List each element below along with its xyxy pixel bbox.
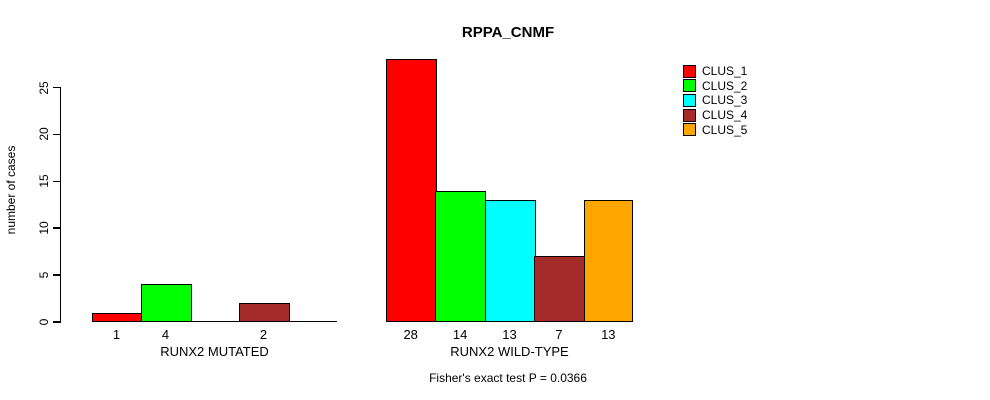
- legend-swatch-clus-1: [683, 64, 696, 78]
- y-tick-label: 10: [37, 221, 51, 235]
- y-tick: [53, 86, 60, 89]
- bar-value-label: 28: [403, 326, 418, 342]
- legend-swatch-clus-4: [683, 108, 696, 122]
- zero-bar-clus-3-runx2-mutated: [190, 320, 239, 322]
- legend-swatch-clus-5: [683, 123, 696, 137]
- legend-label: CLUS_1: [702, 64, 748, 79]
- legend-item-clus-4: CLUS_4: [683, 108, 747, 123]
- legend-swatch-clus-2: [683, 79, 696, 93]
- bar-value-label: 2: [259, 326, 268, 342]
- x-axis-group-label-runx2-mutated: RUNX2 MUTATED: [160, 343, 269, 359]
- bar-clus-4-runx2-wild-type: [534, 256, 586, 322]
- legend-label: CLUS_5: [702, 122, 748, 137]
- bar-clus-3-runx2-wild-type: [484, 200, 536, 322]
- bar-clus-1-runx2-wild-type: [386, 59, 437, 322]
- legend-label: CLUS_2: [702, 78, 748, 93]
- y-tick-label: 0: [37, 318, 51, 326]
- legend-label: CLUS_3: [702, 93, 748, 108]
- legend: CLUS_1 CLUS_2 CLUS_3 CLUS_4 CLUS_5: [683, 64, 747, 137]
- y-tick-label: 15: [37, 174, 51, 188]
- legend-item-clus-1: CLUS_1: [683, 64, 747, 79]
- y-tick: [53, 227, 60, 229]
- legend-item-clus-3: CLUS_3: [683, 93, 747, 108]
- y-tick: [53, 274, 60, 276]
- y-tick: [53, 133, 60, 136]
- fisher-test-annotation: Fisher's exact test P = 0.0366: [429, 371, 587, 385]
- chart-title: RPPA_CNMF: [461, 24, 555, 41]
- y-axis-line: [59, 86, 62, 323]
- bar-clus-2-runx2-mutated: [141, 284, 192, 322]
- bar-value-label: 4: [161, 326, 170, 342]
- legend-item-clus-2: CLUS_2: [683, 79, 747, 94]
- legend-label: CLUS_4: [702, 108, 748, 123]
- y-tick-label: 5: [37, 271, 51, 279]
- bar-clus-5-runx2-wild-type: [583, 200, 633, 322]
- bar-clus-4-runx2-mutated: [239, 303, 290, 322]
- bar-value-label: 14: [452, 326, 468, 342]
- y-axis-label: number of cases: [4, 145, 18, 235]
- bar-value-label: 13: [601, 326, 616, 342]
- y-tick: [53, 321, 60, 323]
- bar-value-label: 1: [112, 326, 121, 342]
- bar-clus-1-runx2-mutated: [92, 312, 143, 322]
- zero-bar-clus-5-runx2-mutated: [288, 320, 337, 322]
- legend-item-clus-5: CLUS_5: [683, 122, 747, 137]
- bar-clus-2-runx2-wild-type: [435, 190, 487, 322]
- bar-value-label: 13: [502, 326, 517, 342]
- y-tick-label: 25: [37, 80, 51, 95]
- x-axis-group-label-runx2-wild-type: RUNX2 WILD-TYPE: [450, 343, 569, 359]
- y-tick: [53, 180, 60, 183]
- y-tick-label: 20: [37, 127, 51, 142]
- bar-value-label: 7: [555, 326, 563, 342]
- legend-swatch-clus-3: [683, 93, 696, 107]
